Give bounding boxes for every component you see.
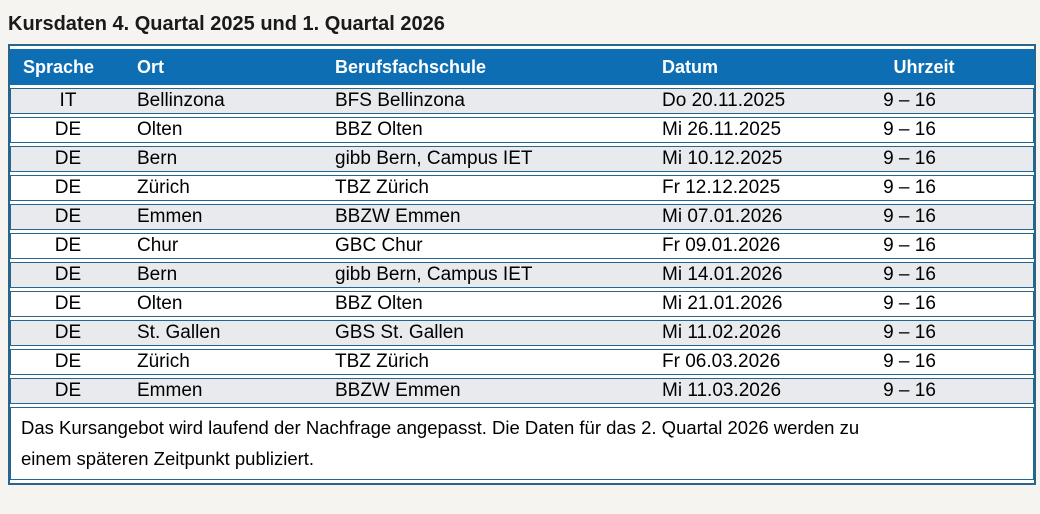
cell-ort: Bellinzona [125, 88, 332, 114]
cell-uhrzeit: 9 – 16 [862, 146, 1034, 172]
table-row: DE Olten BBZ Olten Mi 21.01.2026 9 – 16 [10, 291, 1034, 317]
table-row: DE Emmen BBZW Emmen Mi 07.01.2026 9 – 16 [10, 204, 1034, 230]
table-body: IT Bellinzona BFS Bellinzona Do 20.11.2025 9… [10, 88, 1034, 404]
cell-datum: Mi 14.01.2026 [652, 262, 862, 288]
cell-datum: Fr 06.03.2026 [652, 349, 862, 375]
cell-sprache: DE [10, 204, 125, 230]
table-row: DE Bern gibb Bern, Campus IET Mi 10.12.2025… [10, 146, 1034, 172]
footer-note: Das Kursangebot wird laufend der Nachfra… [21, 417, 860, 469]
cell-sprache: DE [10, 146, 125, 172]
cell-ort: Olten [125, 291, 332, 317]
cell-datum: Mi 10.12.2025 [652, 146, 862, 172]
cell-ort: St. Gallen [125, 320, 332, 346]
cell-datum: Mi 21.01.2026 [652, 291, 862, 317]
cell-datum: Fr 12.12.2025 [652, 175, 862, 201]
table-row: DE Chur GBC Chur Fr 09.01.2026 9 – 16 [10, 233, 1034, 259]
cell-berufsfachschule: BBZ Olten [332, 291, 652, 317]
cell-berufsfachschule: GBS St. Gallen [332, 320, 652, 346]
cell-berufsfachschule: BBZW Emmen [332, 204, 652, 230]
cell-sprache: IT [10, 88, 125, 114]
column-header-datum: Datum [652, 49, 862, 85]
cell-uhrzeit: 9 – 16 [862, 88, 1034, 114]
cell-datum: Fr 09.01.2026 [652, 233, 862, 259]
cell-sprache: DE [10, 378, 125, 404]
course-dates-table: Sprache Ort Berufsfachschule Datum Uhrze… [8, 44, 1036, 485]
cell-datum: Mi 11.03.2026 [652, 378, 862, 404]
column-header-ort: Ort [125, 49, 332, 85]
table-header-row: Sprache Ort Berufsfachschule Datum Uhrze… [10, 49, 1034, 85]
table-footer-row: Das Kursangebot wird laufend der Nachfra… [10, 407, 1034, 480]
cell-uhrzeit: 9 – 16 [862, 291, 1034, 317]
cell-uhrzeit: 9 – 16 [862, 117, 1034, 143]
cell-ort: Zürich [125, 349, 332, 375]
column-header-sprache: Sprache [10, 49, 125, 85]
cell-ort: Olten [125, 117, 332, 143]
cell-sprache: DE [10, 320, 125, 346]
cell-berufsfachschule: BFS Bellinzona [332, 88, 652, 114]
cell-uhrzeit: 9 – 16 [862, 320, 1034, 346]
cell-ort: Chur [125, 233, 332, 259]
table-row: DE Emmen BBZW Emmen Mi 11.03.2026 9 – 16 [10, 378, 1034, 404]
cell-sprache: DE [10, 175, 125, 201]
footer-note-cell: Das Kursangebot wird laufend der Nachfra… [10, 407, 1034, 480]
cell-ort: Bern [125, 146, 332, 172]
column-header-berufsfachschule: Berufsfachschule [332, 49, 652, 85]
cell-sprache: DE [10, 349, 125, 375]
cell-datum: Mi 07.01.2026 [652, 204, 862, 230]
cell-ort: Bern [125, 262, 332, 288]
cell-uhrzeit: 9 – 16 [862, 378, 1034, 404]
cell-berufsfachschule: gibb Bern, Campus IET [332, 262, 652, 288]
cell-sprache: DE [10, 291, 125, 317]
cell-berufsfachschule: BBZW Emmen [332, 378, 652, 404]
cell-berufsfachschule: GBC Chur [332, 233, 652, 259]
cell-berufsfachschule: BBZ Olten [332, 117, 652, 143]
cell-berufsfachschule: gibb Bern, Campus IET [332, 146, 652, 172]
cell-ort: Emmen [125, 378, 332, 404]
cell-uhrzeit: 9 – 16 [862, 233, 1034, 259]
cell-berufsfachschule: TBZ Zürich [332, 349, 652, 375]
cell-datum: Mi 11.02.2026 [652, 320, 862, 346]
table-row: IT Bellinzona BFS Bellinzona Do 20.11.2025 9… [10, 88, 1034, 114]
column-header-uhrzeit: Uhrzeit [862, 49, 1034, 85]
cell-berufsfachschule: TBZ Zürich [332, 175, 652, 201]
cell-sprache: DE [10, 233, 125, 259]
cell-ort: Zürich [125, 175, 332, 201]
table-row: DE Bern gibb Bern, Campus IET Mi 14.01.2026… [10, 262, 1034, 288]
cell-ort: Emmen [125, 204, 332, 230]
cell-sprache: DE [10, 262, 125, 288]
cell-sprache: DE [10, 117, 125, 143]
cell-uhrzeit: 9 – 16 [862, 175, 1034, 201]
cell-uhrzeit: 9 – 16 [862, 262, 1034, 288]
cell-datum: Mi 26.11.2025 [652, 117, 862, 143]
table-row: DE St. Gallen GBS St. Gallen Mi 11.02.2026 9… [10, 320, 1034, 346]
page-title: Kursdaten 4. Quartal 2025 und 1. Quartal… [8, 13, 445, 35]
table-row: DE Zürich TBZ Zürich Fr 06.03.2026 9 – 16 [10, 349, 1034, 375]
table-row: DE Zürich TBZ Zürich Fr 12.12.2025 9 – 16 [10, 175, 1034, 201]
cell-datum: Do 20.11.2025 [652, 88, 862, 114]
cell-uhrzeit: 9 – 16 [862, 349, 1034, 375]
cell-uhrzeit: 9 – 16 [862, 204, 1034, 230]
table-row: DE Olten BBZ Olten Mi 26.11.2025 9 – 16 [10, 117, 1034, 143]
